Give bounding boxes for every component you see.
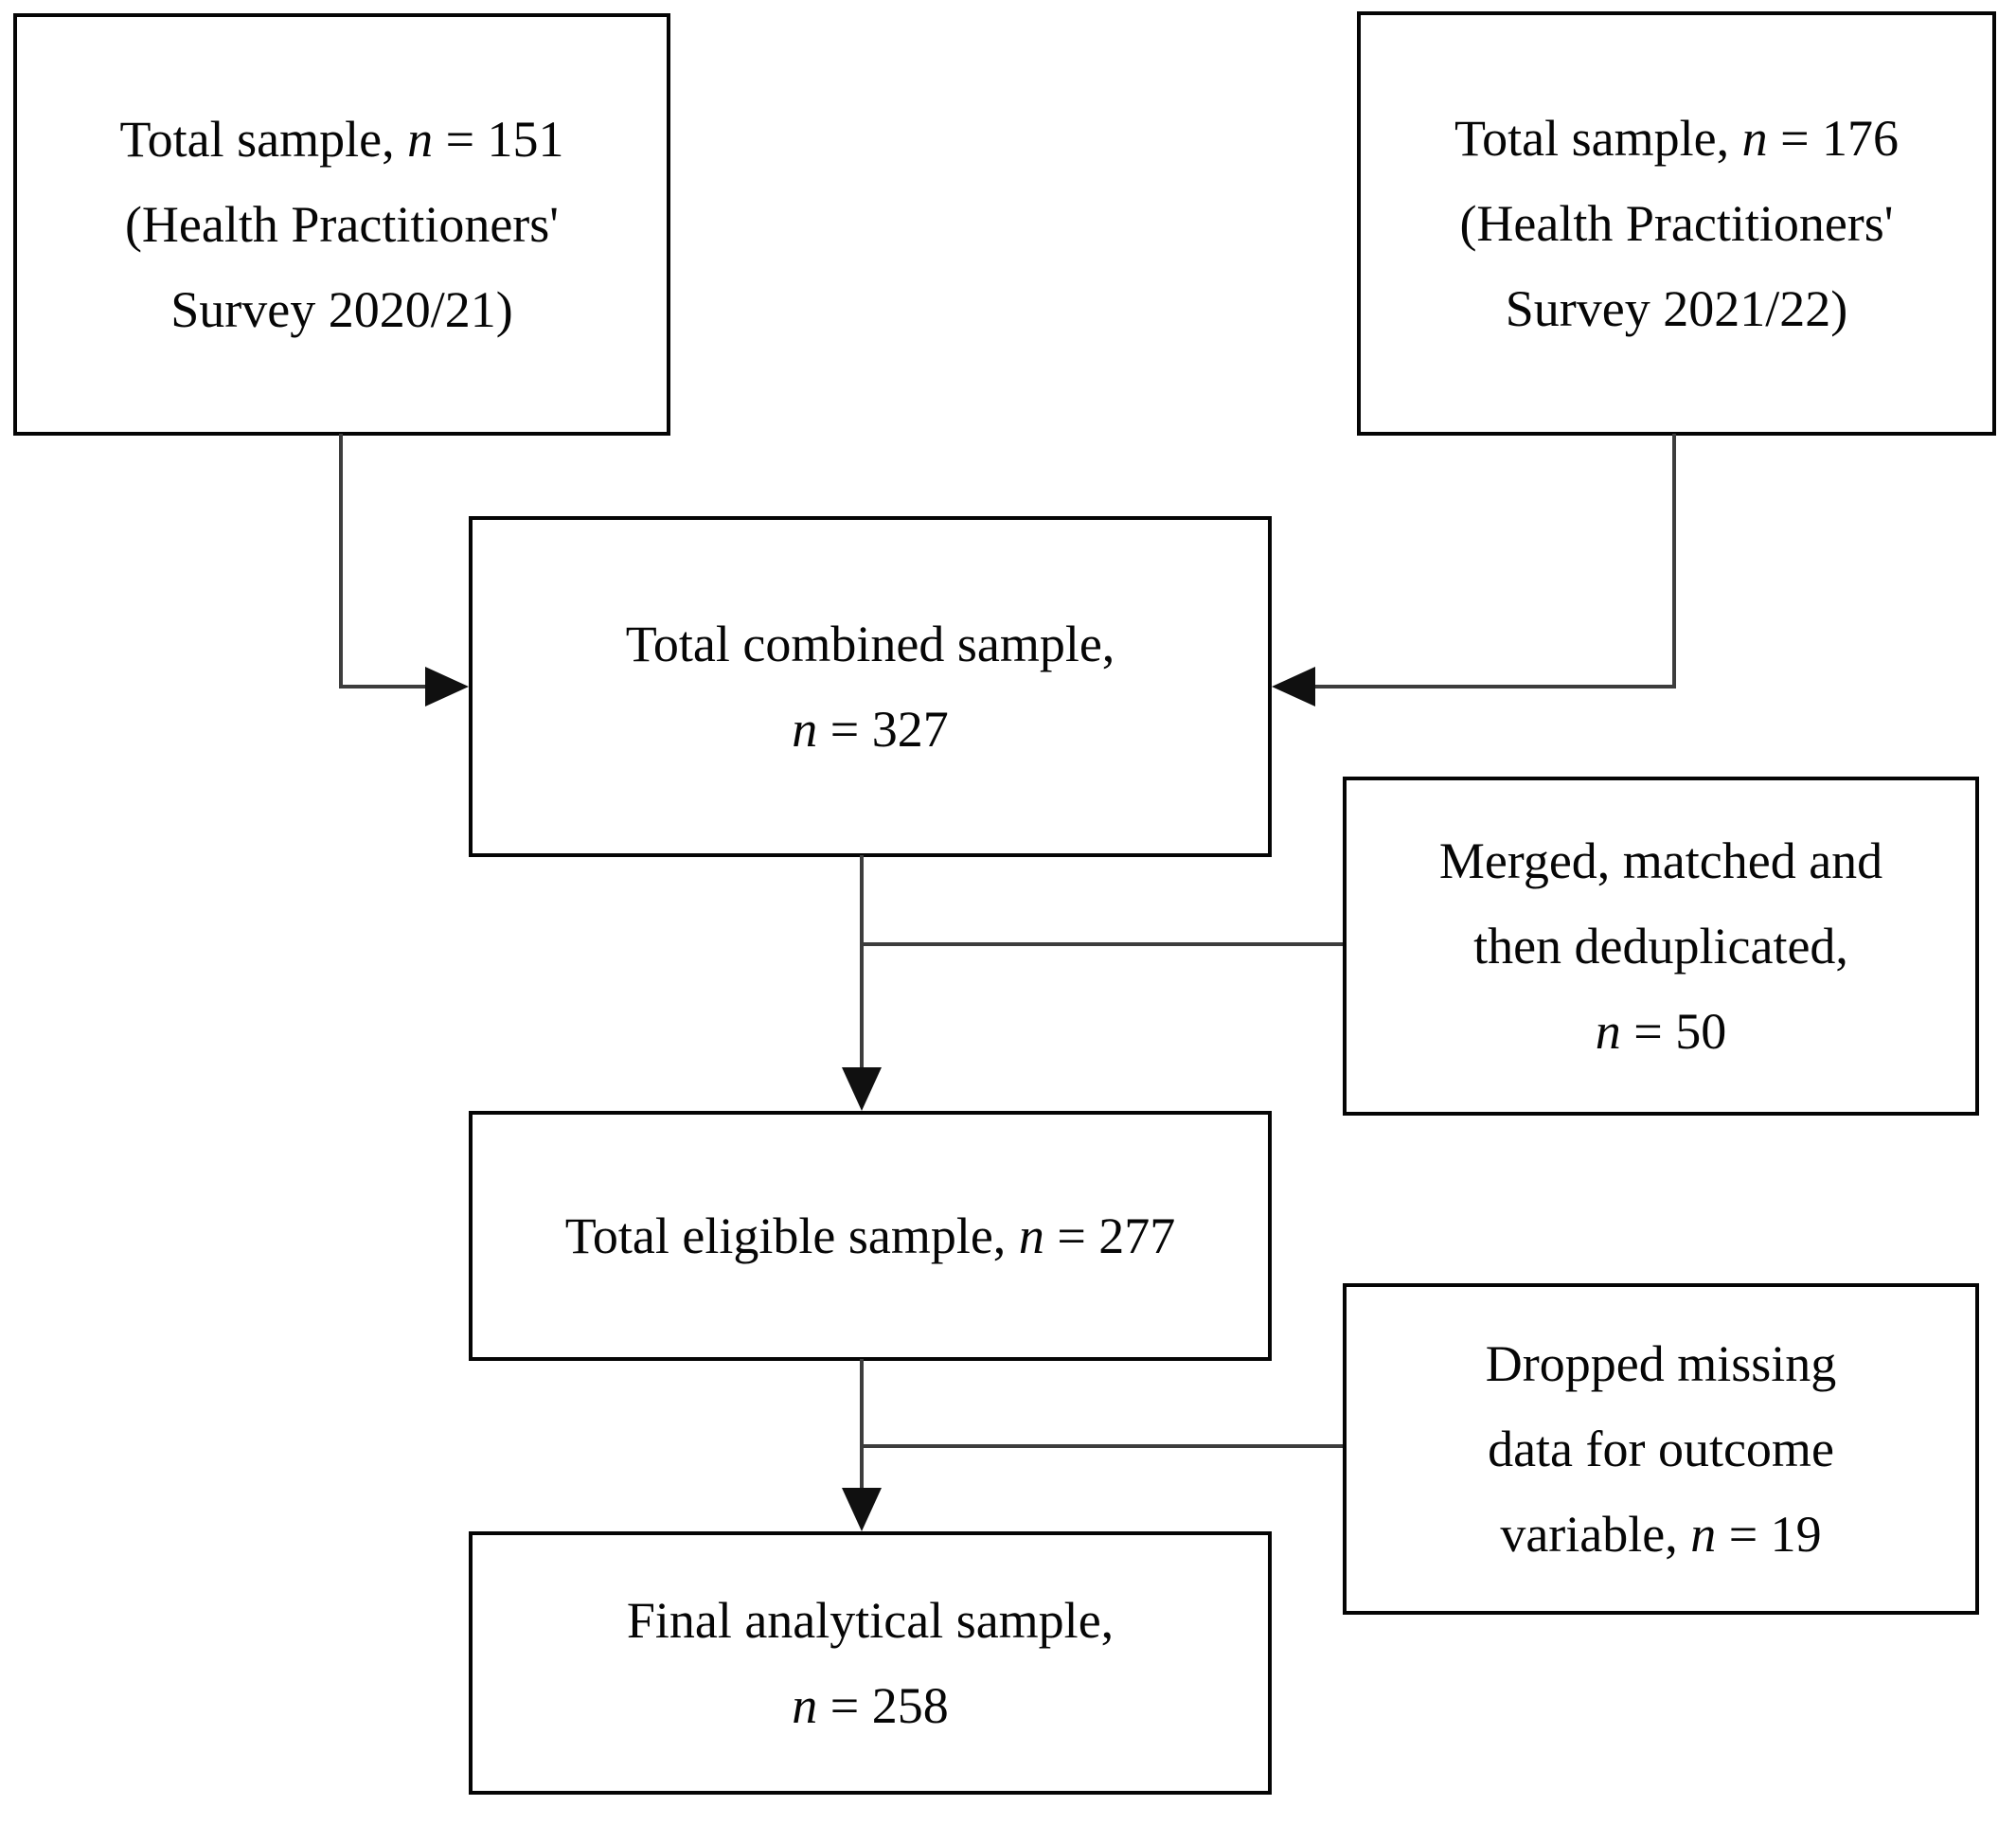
connector-sample2020-to-combined-vertical (339, 434, 343, 688)
connector-sample2021-to-combined-vertical (1672, 434, 1676, 688)
box-text-line: then deduplicated, (1473, 918, 1848, 975)
connector-sample2021-to-combined-horizontal (1313, 685, 1676, 688)
arrowhead-left (1272, 667, 1315, 706)
box-text-line: Survey 2021/22) (1505, 280, 1848, 337)
arrowhead-down (842, 1067, 882, 1111)
box-text-line: Final analytical sample, (626, 1592, 1115, 1649)
box-text-line: (Health Practitioners' (124, 196, 560, 253)
box-text-line: n = 258 (792, 1677, 949, 1734)
branch-to-dropped-box (860, 1444, 1343, 1448)
box-text-line: Merged, matched and (1438, 832, 1883, 889)
box-text-line: (Health Practitioners' (1459, 195, 1894, 252)
connector-combined-to-eligible-vertical (860, 855, 864, 1073)
box-text-line: Dropped missing (1485, 1335, 1837, 1392)
box-text-line: variable, n = 19 (1500, 1506, 1822, 1563)
box-total-eligible-sample: Total eligible sample, n = 277 (469, 1111, 1272, 1361)
box-text-line: Total combined sample, (625, 616, 1115, 672)
box-text-line: data for outcome (1488, 1421, 1834, 1477)
box-total-sample-2020-21: Total sample, n = 151 (Health Practition… (13, 13, 670, 436)
box-total-combined-sample: Total combined sample, n = 327 (469, 516, 1272, 857)
box-total-sample-2021-22: Total sample, n = 176 (Health Practition… (1357, 11, 1996, 436)
box-dropped-missing-data: Dropped missing data for outcome variabl… (1343, 1283, 1979, 1615)
box-text-line: Total sample, n = 176 (1454, 110, 1900, 167)
box-text-line: n = 327 (792, 701, 949, 758)
box-text-line: Survey 2020/21) (170, 281, 513, 338)
branch-to-merged-box (860, 942, 1343, 946)
box-final-analytical-sample: Final analytical sample, n = 258 (469, 1531, 1272, 1795)
box-merged-deduplicated: Merged, matched and then deduplicated, n… (1343, 777, 1979, 1116)
box-text-line: Total eligible sample, n = 277 (564, 1207, 1176, 1264)
arrowhead-right (425, 667, 469, 706)
connector-eligible-to-final-vertical (860, 1359, 864, 1492)
connector-sample2020-to-combined-horizontal (339, 685, 429, 688)
box-text-line: n = 50 (1595, 1003, 1727, 1060)
arrowhead-down (842, 1488, 882, 1531)
box-text-line: Total sample, n = 151 (119, 111, 564, 168)
